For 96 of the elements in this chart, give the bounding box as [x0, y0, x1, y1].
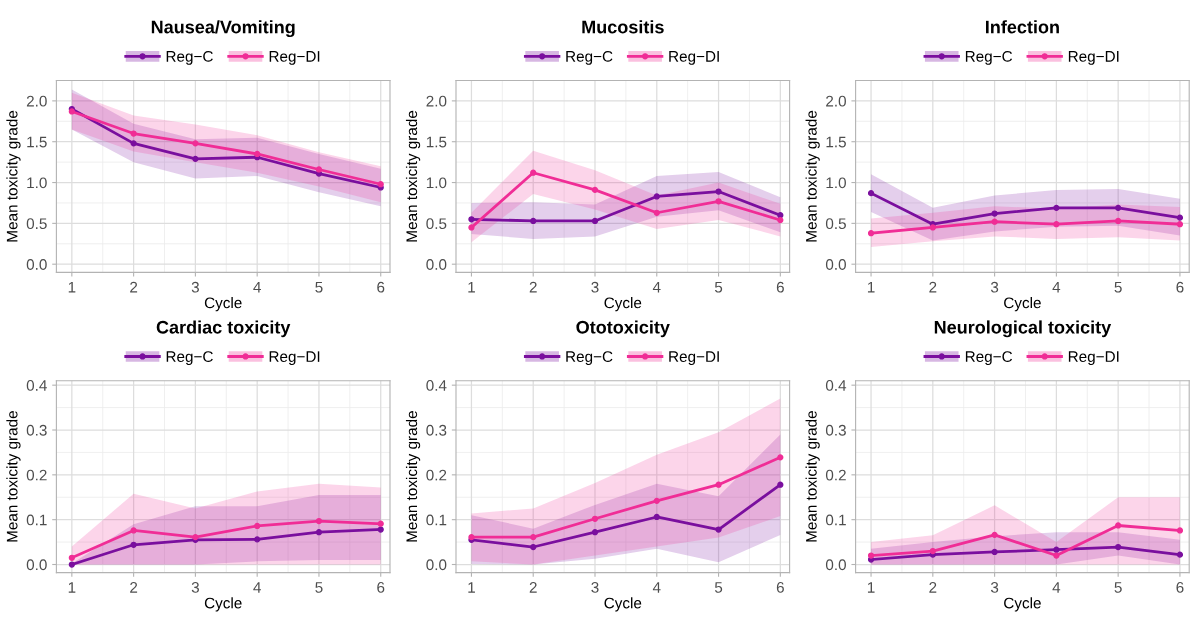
- x-axis-title: Cycle: [604, 297, 642, 312]
- x-tick-label: 6: [1176, 281, 1184, 293]
- y-tick-label: 0.4: [825, 380, 847, 391]
- x-tick-label: 1: [468, 281, 475, 293]
- y-axis-title: Mean toxicity grade: [6, 110, 21, 242]
- legend-label: Reg−DI: [669, 51, 719, 65]
- chart-title: Infection: [986, 20, 1059, 34]
- legend-label: Reg−C: [166, 50, 213, 65]
- y-tick-label: 1.0: [826, 177, 846, 189]
- x-tick-label: 3: [990, 281, 999, 293]
- y-tick-label: 0.4: [426, 380, 447, 391]
- y-tick-label: 0.0: [426, 559, 447, 571]
- x-tick-label: 3: [990, 582, 999, 593]
- x-tick-label: 1: [468, 582, 475, 593]
- y-tick-label: 0.3: [426, 424, 447, 436]
- x-tick-label: 2: [929, 582, 937, 593]
- x-tick-label: 4: [253, 582, 261, 593]
- x-tick-label: 2: [929, 281, 937, 293]
- x-tick-label: 3: [191, 281, 199, 293]
- y-tick-label: 0.0: [26, 559, 47, 571]
- y-tick-label: 2.0: [826, 95, 846, 107]
- x-axis-title: Cycle: [604, 597, 642, 612]
- y-tick-label: 0.2: [426, 469, 447, 481]
- x-tick-label: 3: [591, 281, 599, 293]
- x-tick-label: 1: [867, 582, 875, 593]
- x-tick-label: 4: [1052, 582, 1061, 593]
- x-axis-title: Cycle: [204, 597, 242, 612]
- y-tick-label: 0.2: [825, 469, 846, 481]
- y-axis-title: Mean toxicity grade: [805, 411, 820, 542]
- x-tick-label: 5: [714, 582, 723, 593]
- y-tick-label: 0.2: [26, 469, 47, 481]
- y-axis-title: Mean toxicity grade: [6, 411, 21, 542]
- x-tick-label: 5: [315, 281, 323, 293]
- x-tick-label: 1: [68, 281, 76, 293]
- x-axis-title: Cycle: [1004, 597, 1041, 612]
- legend-label: Reg−C: [166, 351, 213, 366]
- y-tick-label: 2.0: [26, 95, 47, 107]
- legend-label: Reg−DI: [1068, 351, 1119, 366]
- x-tick-label: 4: [253, 281, 261, 293]
- x-tick-label: 5: [1114, 281, 1122, 293]
- y-axis-title: Mean toxicity grade: [405, 411, 421, 542]
- legend-label: Reg−DI: [1068, 51, 1119, 65]
- y-tick-label: 1.5: [426, 136, 447, 148]
- x-tick-label: 2: [130, 281, 138, 293]
- x-tick-label: 6: [776, 281, 784, 293]
- x-tick-label: 6: [377, 582, 385, 593]
- y-tick-label: 1.0: [27, 177, 47, 189]
- x-axis-title: Cycle: [204, 297, 242, 312]
- y-tick-label: 0.1: [825, 514, 846, 526]
- y-tick-label: 0.0: [426, 259, 447, 270]
- y-tick-label: 1.5: [826, 136, 846, 148]
- x-tick-label: 3: [191, 582, 199, 593]
- x-tick-label: 4: [1052, 281, 1061, 293]
- y-tick-label: 0.3: [825, 424, 846, 436]
- chart-title: Cardiac toxicity: [156, 320, 291, 338]
- legend-label: Reg−C: [566, 50, 613, 65]
- legend-label: Reg−C: [566, 351, 613, 366]
- x-tick-label: 2: [130, 582, 138, 593]
- y-tick-label: 0.3: [26, 424, 47, 436]
- x-tick-label: 5: [714, 281, 723, 293]
- x-tick-label: 1: [867, 281, 875, 293]
- y-tick-label: 0.4: [26, 380, 47, 391]
- x-tick-label: 1: [68, 582, 76, 593]
- x-tick-label: 6: [776, 582, 784, 593]
- x-tick-label: 4: [652, 281, 661, 293]
- y-tick-label: 0.1: [26, 514, 47, 526]
- y-tick-label: 0.5: [825, 218, 846, 230]
- x-tick-label: 5: [315, 582, 323, 593]
- chart-title: Ototoxicity: [576, 320, 670, 338]
- y-tick-label: 0.5: [26, 218, 47, 230]
- x-tick-label: 2: [529, 582, 537, 593]
- x-tick-label: 3: [591, 582, 599, 593]
- y-tick-label: 0.1: [426, 514, 447, 526]
- x-tick-label: 5: [1114, 582, 1122, 593]
- y-tick-label: 2.0: [426, 95, 447, 107]
- x-axis-title: Cycle: [1004, 297, 1041, 312]
- x-tick-label: 6: [1176, 582, 1184, 593]
- y-tick-label: 1.0: [426, 177, 447, 189]
- legend-label: Reg−DI: [269, 351, 320, 366]
- x-tick-label: 6: [377, 281, 385, 293]
- y-tick-label: 1.5: [27, 136, 47, 148]
- y-axis-title: Mean toxicity grade: [405, 110, 421, 242]
- y-tick-label: 0.0: [26, 259, 47, 270]
- chart-title: Nausea/Vomiting: [151, 20, 295, 38]
- x-tick-label: 4: [652, 582, 661, 593]
- chart-title: Neurological toxicity: [934, 320, 1112, 338]
- y-tick-label: 0.5: [426, 218, 447, 230]
- legend-label: Reg−DI: [269, 51, 320, 65]
- chart-title: Mucositis: [582, 20, 664, 34]
- y-axis-title: Mean toxicity grade: [805, 110, 820, 242]
- legend-label: Reg−DI: [669, 351, 719, 366]
- legend-label: Reg−C: [965, 50, 1013, 65]
- y-tick-label: 0.0: [825, 259, 846, 270]
- legend-label: Reg−C: [965, 351, 1013, 366]
- x-tick-label: 2: [529, 281, 537, 293]
- y-tick-label: 0.0: [825, 559, 846, 571]
